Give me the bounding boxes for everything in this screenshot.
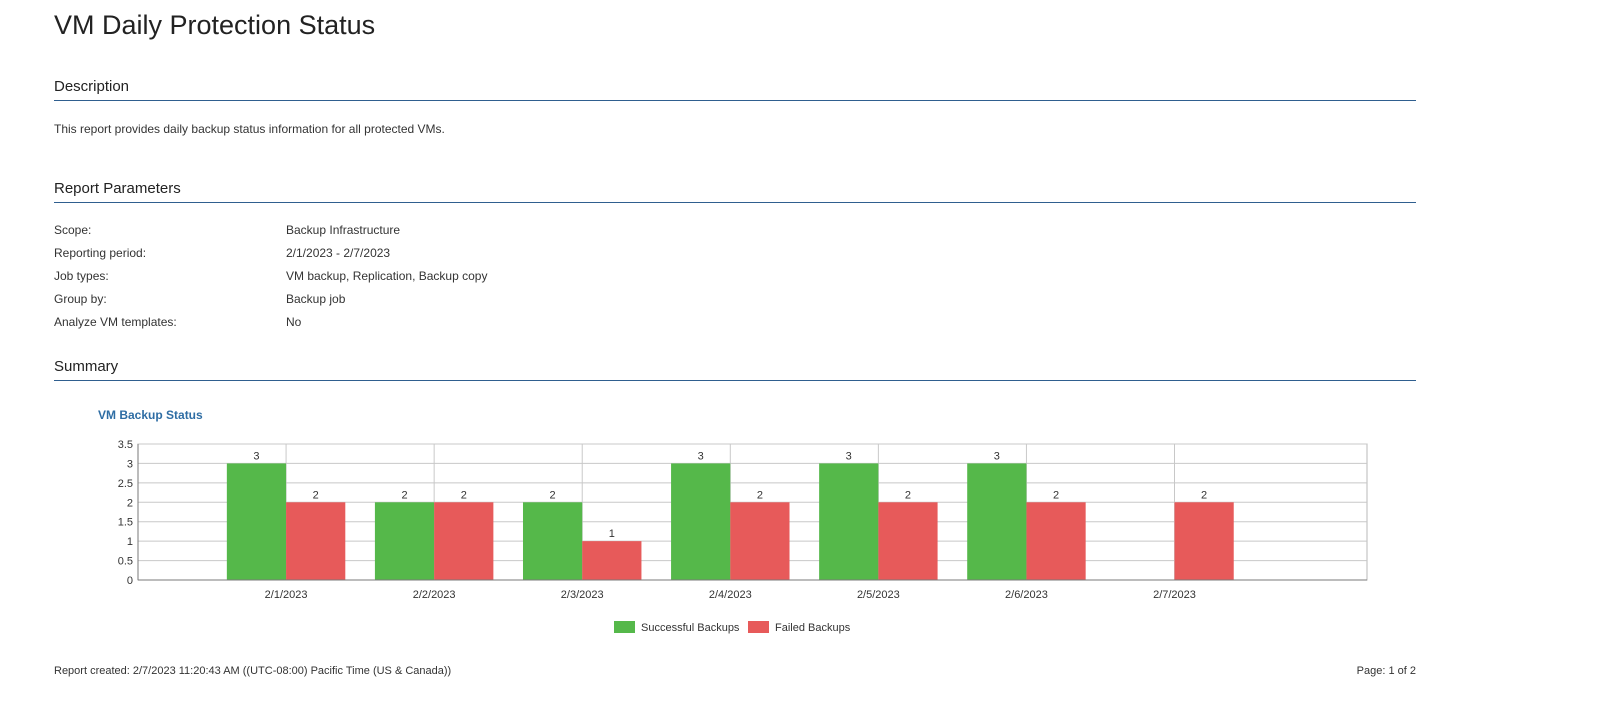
data-label: 3 [698,450,704,462]
data-label: 3 [846,450,852,462]
param-label: Reporting period: [54,246,147,260]
legend-label: Failed Backups [775,622,851,634]
legend-swatch [614,621,635,633]
param-value: 2/1/2023 - 2/7/2023 [286,246,391,260]
bar [671,463,731,580]
bar [374,502,435,580]
param-value: Backup Infrastructure [286,223,401,237]
x-tick-label: 2/4/2023 [709,589,752,601]
bar [1026,502,1086,580]
page-number: Page: 1 of 2 [1356,665,1416,677]
y-tick-label: 1 [127,536,133,548]
param-label: Scope: [54,223,92,237]
data-label: 1 [609,528,615,540]
bar [730,502,790,580]
bar [434,502,494,580]
y-tick-label: 0.5 [118,556,133,568]
description-divider [54,100,1416,101]
data-label: 3 [253,450,259,462]
summary-heading: Summary [54,358,119,375]
param-value: No [286,315,302,329]
y-tick-label: 3.5 [118,439,133,451]
data-label: 2 [313,489,319,501]
data-label: 2 [1201,489,1207,501]
description-heading: Description [54,78,130,95]
data-label: 2 [461,489,467,501]
data-label: 2 [550,489,556,501]
bar [226,463,287,580]
param-label: Analyze VM templates: [54,315,177,329]
x-tick-label: 2/3/2023 [561,589,604,601]
param-value: Backup job [286,292,346,306]
bar [967,463,1027,580]
data-label: 2 [401,489,407,501]
bar [1174,502,1234,580]
param-label: Job types: [54,269,109,283]
x-tick-label: 2/5/2023 [857,589,900,601]
legend-label: Successful Backups [641,622,740,634]
description-text: This report provides daily backup status… [54,122,445,136]
y-tick-label: 0 [127,575,133,587]
param-label: Group by: [54,292,107,306]
y-tick-label: 2 [127,497,133,509]
data-label: 2 [905,489,911,501]
bar [522,502,583,580]
report-created-text: Report created: 2/7/2023 11:20:43 AM ((U… [54,665,452,677]
y-tick-label: 2.5 [118,478,133,490]
bar [286,502,346,580]
data-label: 2 [757,489,763,501]
y-tick-label: 3 [127,458,133,470]
data-label: 3 [994,450,1000,462]
bar [582,541,642,580]
x-tick-label: 2/2/2023 [413,589,456,601]
page-title: VM Daily Protection Status [54,10,376,40]
summary-divider [54,380,1416,381]
param-value: VM backup, Replication, Backup copy [286,269,488,283]
bar [819,463,879,580]
x-tick-label: 2/1/2023 [265,589,308,601]
chart-title: VM Backup Status [98,408,203,422]
legend-swatch [748,621,769,633]
parameters-divider [54,202,1416,203]
parameters-heading: Report Parameters [54,180,181,197]
y-tick-label: 1.5 [118,517,133,529]
data-label: 2 [1053,489,1059,501]
x-tick-label: 2/7/2023 [1153,589,1196,601]
x-tick-label: 2/6/2023 [1005,589,1048,601]
bar [878,502,938,580]
